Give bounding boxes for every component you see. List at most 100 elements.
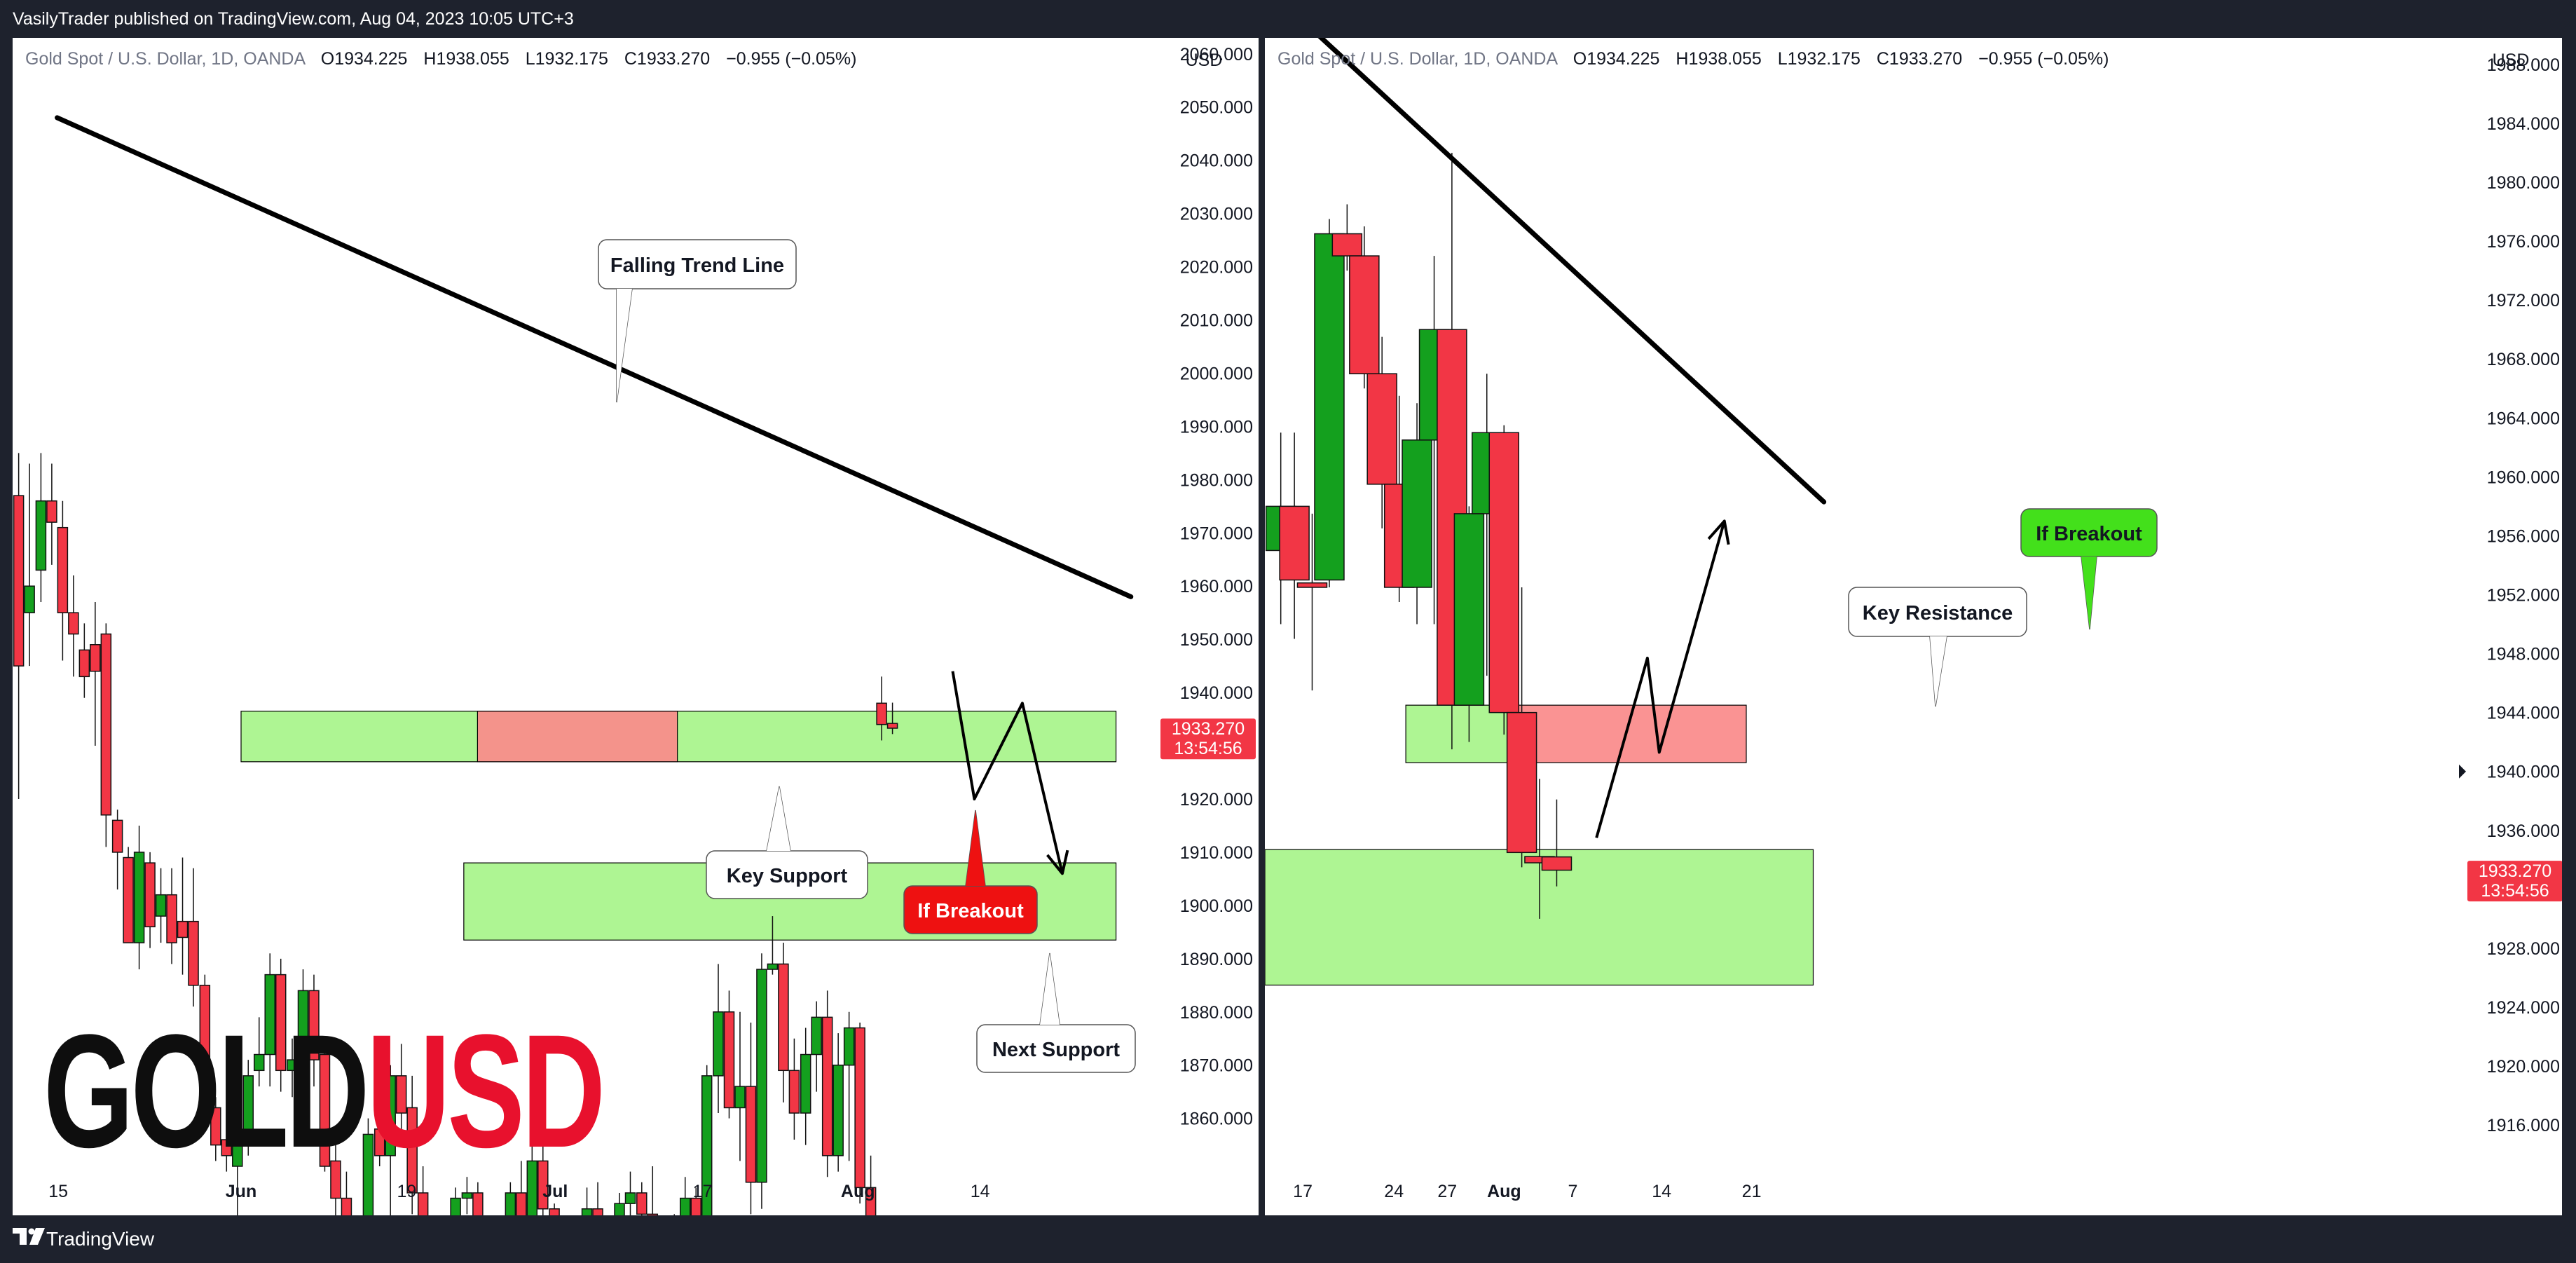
candle-up <box>297 990 309 1060</box>
y-tick-label: 1990.000 <box>1180 417 1253 437</box>
x-tick-label: 7 <box>1568 1182 1577 1201</box>
x-tick-label: 19 <box>397 1182 416 1201</box>
title-usd: USD <box>366 1001 605 1181</box>
candle-down <box>865 1187 877 1215</box>
candle-down <box>308 990 320 1060</box>
y-tick-label: 1936.000 <box>2487 821 2560 841</box>
candle-down <box>166 894 177 943</box>
symbol-legend-left: Gold Spot / U.S. Dollar, 1D, OANDA O1934… <box>25 49 856 69</box>
candle-up <box>133 852 145 943</box>
symbol-name: Gold Spot / U.S. Dollar, 1D, OANDA <box>25 49 305 69</box>
close-value: 1933.270 <box>636 49 711 69</box>
candle-up <box>713 1011 724 1077</box>
candle-down <box>1506 711 1537 854</box>
y-tick-label: 1950.000 <box>1180 630 1253 650</box>
candle-down <box>319 1053 331 1167</box>
x-tick-label: 17 <box>693 1182 713 1201</box>
candle-down <box>341 1197 352 1215</box>
tradingview-brand: TradingView <box>46 1228 155 1250</box>
x-tick-label: 15 <box>48 1182 68 1201</box>
candle-up <box>526 1160 538 1215</box>
candle-up <box>679 1197 691 1215</box>
candle-down <box>854 1027 865 1189</box>
candle-up <box>35 500 47 571</box>
currency-label: USD <box>2493 50 2530 70</box>
last-price-tag <box>2467 861 2562 902</box>
projection-arrow-head <box>1046 849 1069 875</box>
candle-down <box>111 819 123 853</box>
y-tick-label: 1948.000 <box>2487 645 2560 664</box>
candle-down <box>188 920 199 986</box>
candle-down <box>1296 582 1328 588</box>
open-label: O <box>1573 49 1587 69</box>
candle-down <box>177 920 189 938</box>
y-tick-label: 1880.000 <box>1180 1003 1253 1023</box>
chart-panel-right[interactable]: Gold Spot / U.S. Dollar, 1D, OANDA O1934… <box>1265 38 2562 1215</box>
candle-down <box>199 985 211 1114</box>
low-value: 1932.175 <box>535 49 608 69</box>
candle-down <box>745 1086 757 1183</box>
gold-usd-title: GOLDUSD <box>43 1011 605 1172</box>
candle-down <box>537 1160 549 1210</box>
y-tick-label: 1960.000 <box>2487 467 2560 487</box>
chart-svg-left[interactable]: USD2060.0002050.0002040.0002030.0002020.… <box>13 38 1259 1215</box>
candle-down <box>788 1070 800 1114</box>
publisher-bar: VasilyTrader published on TradingView.co… <box>0 0 2576 38</box>
x-tick-label: 17 <box>1293 1182 1313 1201</box>
y-tick-label: 1980.000 <box>1180 470 1253 490</box>
y-tick-label: 1956.000 <box>2487 526 2560 546</box>
last-price-value: 1933.270 <box>1172 719 1245 739</box>
candle-up <box>614 1203 625 1215</box>
y-tick-label: 2000.000 <box>1180 364 1253 383</box>
high-label: H <box>423 49 437 69</box>
y-tick-label: 1964.000 <box>2487 409 2560 428</box>
candle-down <box>778 963 789 1072</box>
y-tick-label: 1972.000 <box>2487 291 2560 310</box>
candle-down <box>46 500 57 523</box>
callout-pointer-fill <box>617 289 632 402</box>
candle-down <box>1331 233 1363 257</box>
y-tick-label: 1920.000 <box>2487 1057 2560 1077</box>
y-tick-label: 2010.000 <box>1180 311 1253 331</box>
y-tick-label: 1924.000 <box>2487 998 2560 1018</box>
callout-pointer-fill <box>1930 636 1947 706</box>
candle-up <box>734 1086 746 1109</box>
candle-down <box>516 1192 527 1215</box>
y-tick-label: 1944.000 <box>2487 704 2560 723</box>
falling-trend-line <box>1317 38 1827 505</box>
y-tick-label: 1870.000 <box>1180 1056 1253 1076</box>
candle-countdown: 13:54:56 <box>2481 881 2549 901</box>
candle-down <box>821 1016 833 1156</box>
y-tick-label: 2050.000 <box>1180 98 1253 118</box>
x-tick-label: 24 <box>1384 1182 1404 1201</box>
candle-up <box>155 894 167 917</box>
candle-down <box>549 1208 560 1215</box>
high-value: 1938.055 <box>436 49 509 69</box>
candle-down <box>592 1208 603 1215</box>
callout-pointer-fill <box>767 786 790 851</box>
projection-path <box>1595 520 1726 838</box>
candle-down <box>886 723 898 729</box>
candle-down <box>374 1128 385 1156</box>
candle-down <box>1349 255 1380 374</box>
low-label: L <box>1777 49 1788 69</box>
close-label: C <box>1876 49 1889 69</box>
candle-up <box>232 1144 243 1167</box>
candle-down <box>100 633 112 816</box>
candle-up <box>362 1133 374 1215</box>
x-tick-label: 21 <box>1742 1182 1762 1201</box>
candle-up <box>461 1192 473 1199</box>
candle-down <box>636 1192 648 1215</box>
callout-next-support: Next Support <box>992 1039 1120 1061</box>
y-tick-label: 1916.000 <box>2487 1116 2560 1135</box>
candle-down <box>876 702 887 725</box>
chart-panel-left[interactable]: Gold Spot / U.S. Dollar, 1D, OANDA O1934… <box>13 38 1259 1215</box>
currency-label: USD <box>1186 50 1223 70</box>
y-tick-label: 1900.000 <box>1180 896 1253 916</box>
candle-up <box>264 974 275 1056</box>
change-value: −0.955 (−0.05%) <box>726 49 857 69</box>
tradingview-logo-icon <box>13 1228 45 1245</box>
candle-down <box>13 495 25 667</box>
y-tick-label: 1968.000 <box>2487 350 2560 369</box>
